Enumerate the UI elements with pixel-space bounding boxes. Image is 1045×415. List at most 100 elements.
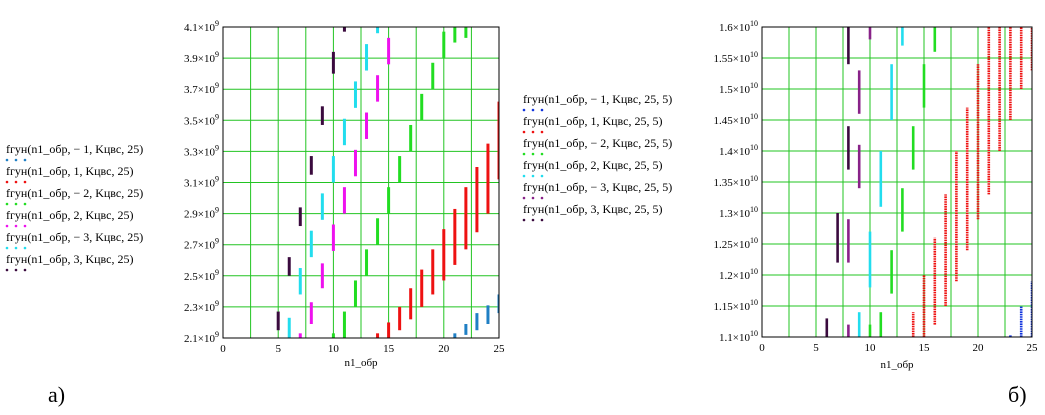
plot-frame-a (222, 26, 500, 339)
legend-swatch (5, 180, 9, 184)
legend-label: fгун(n1_обр, 3, Kцвс, 25, 5) (523, 202, 662, 216)
legend-swatch (14, 202, 18, 206)
legend-swatch (522, 130, 526, 134)
legend-swatch (14, 224, 18, 228)
y-tick-label: 2.1×109 (184, 330, 219, 345)
legend-entry: fгун(n1_обр, − 2, Kцвс, 25) (5, 186, 143, 206)
legend-entry: fгун(n1_обр, − 1, Kцвс, 25) (5, 142, 143, 162)
legend-label: fгун(n1_обр, − 1, Kцвс, 25) (6, 142, 143, 156)
legend-entry: fгун(n1_обр, 3, Kцвс, 25, 5) (522, 202, 662, 222)
x-tick-label: 15 (919, 342, 931, 354)
y-tick-label: 2.9×109 (184, 206, 219, 221)
y-tick-label: 2.7×109 (184, 237, 219, 252)
series-3 (868, 27, 937, 337)
legend-label: fгун(n1_обр, − 3, Kцвс, 25) (6, 230, 143, 244)
legend-swatch (540, 152, 544, 156)
legend-swatch (14, 268, 18, 272)
y-tick-labels-b: 1.1×1010 1.15×1010 1.2×1010 1.25×1010 1.3×10… (714, 19, 758, 344)
series-6 (276, 27, 346, 331)
legend-swatch (531, 174, 535, 178)
y-tick-label: 3.5×109 (184, 112, 219, 127)
legend-swatch (14, 180, 18, 184)
legend-swatch (14, 246, 18, 250)
y-tick-label: 1.55×1010 (714, 50, 758, 65)
legend-swatch (23, 268, 27, 272)
legend-entry: fгун(n1_обр, 2, Kцвс, 25, 5) (522, 158, 662, 178)
y-tick-label: 1.35×1010 (714, 174, 758, 189)
legend-swatch (540, 108, 544, 112)
y-tick-label: 3.7×109 (184, 81, 219, 96)
marks-b (825, 27, 1032, 337)
y-tick-label: 1.15×1010 (714, 298, 758, 313)
legend-swatch (522, 174, 526, 178)
legend-entry: fгун(n1_обр, − 1, Kцвс, 25, 5) (522, 92, 672, 112)
y-tick-label: 2.5×109 (184, 268, 219, 283)
x-tick-label: 0 (220, 343, 226, 355)
x-tick-label: 10 (865, 342, 877, 354)
x-tick-label: 5 (813, 342, 819, 354)
legend-entry: fгун(n1_обр, − 2, Kцвс, 25, 5) (522, 136, 672, 156)
grid-a (223, 27, 499, 338)
series-3 (331, 27, 468, 338)
legend-label: fгун(n1_обр, − 1, Kцвс, 25, 5) (523, 92, 672, 106)
legend-swatch (531, 108, 535, 112)
legend-swatch (5, 246, 9, 250)
legend-swatch (23, 202, 27, 206)
series-5 (287, 27, 380, 338)
legend-swatch (5, 202, 9, 206)
legend-swatch (540, 130, 544, 134)
legend-label: fгун(n1_обр, 1, Kцвс, 25, 5) (523, 114, 662, 128)
legend-swatch (522, 196, 526, 200)
y-tick-label: 1.5×1010 (719, 81, 758, 96)
series-4 (857, 27, 904, 337)
legend-label: fгун(n1_обр, − 2, Kцвс, 25, 5) (523, 136, 672, 150)
legend-swatch (531, 196, 535, 200)
series-5 (847, 27, 872, 337)
series-6 (825, 27, 850, 337)
legend-swatch (5, 158, 9, 162)
legend-label: fгун(n1_обр, 2, Kцвс, 25) (6, 208, 133, 222)
y-tick-label: 1.45×1010 (714, 112, 758, 127)
x-axis-label-a: n1_обр (344, 357, 378, 369)
y-tick-labels-a: 2.1×109 2.3×109 2.5×109 2.7×109 2.9×109 3.1×1… (184, 19, 219, 345)
x-tick-label: 5 (275, 343, 281, 355)
legend-entry: fгун(n1_обр, − 3, Kцвс, 25) (5, 230, 143, 250)
legend-swatch (522, 218, 526, 222)
x-tick-label: 20 (973, 342, 985, 354)
grid-b (762, 27, 1032, 337)
legend-swatch (531, 130, 535, 134)
legend-swatch (540, 174, 544, 178)
legend-swatch (522, 152, 526, 156)
y-tick-label: 3.3×109 (184, 143, 219, 158)
legend-label: fгун(n1_обр, − 3, Kцвс, 25, 5) (523, 180, 672, 194)
y-tick-label: 1.1×1010 (719, 329, 758, 344)
legend-entry: fгун(n1_обр, 3, Kцвс, 25) (5, 252, 133, 272)
legend-swatch (23, 224, 27, 228)
series-1 (1009, 281, 1032, 337)
chart-panel-b: fгун(n1_обр, − 1, Kцвс, 25, 5) fгун(n1_об… (522, 19, 1038, 371)
plot-frame-b (761, 26, 1033, 338)
chart-panel-a: fгун(n1_обр, − 1, Kцвс, 25) fгун(n1_обр, … (5, 19, 505, 369)
legend-swatch (540, 196, 544, 200)
x-tick-labels-a: 0 5 10 15 20 25 (220, 343, 505, 355)
x-tick-label: 10 (328, 343, 340, 355)
legend-swatch (5, 224, 9, 228)
panel-label-b: б) (1008, 382, 1027, 407)
y-tick-label: 1.3×1010 (719, 205, 758, 220)
legend-entry: fгун(n1_обр, − 3, Kцвс, 25, 5) (522, 180, 672, 200)
legend-label: fгун(n1_обр, 2, Kцвс, 25, 5) (523, 158, 662, 172)
y-tick-label: 1.2×1010 (719, 267, 758, 282)
legend-swatch (531, 152, 535, 156)
x-tick-label: 20 (438, 343, 450, 355)
legend-swatch (23, 158, 27, 162)
x-tick-labels-b: 0 5 10 15 20 25 (759, 342, 1038, 354)
x-tick-label: 15 (383, 343, 395, 355)
y-tick-label: 3.1×109 (184, 175, 219, 190)
series-2 (911, 27, 1032, 337)
legend-entry: fгун(n1_обр, 2, Kцвс, 25) (5, 208, 133, 228)
y-tick-label: 1.4×1010 (719, 143, 758, 158)
legend-label: fгун(n1_обр, 3, Kцвс, 25) (6, 252, 133, 266)
legend-entry: fгун(n1_обр, 1, Kцвс, 25) (5, 164, 133, 184)
x-tick-label: 0 (759, 342, 765, 354)
